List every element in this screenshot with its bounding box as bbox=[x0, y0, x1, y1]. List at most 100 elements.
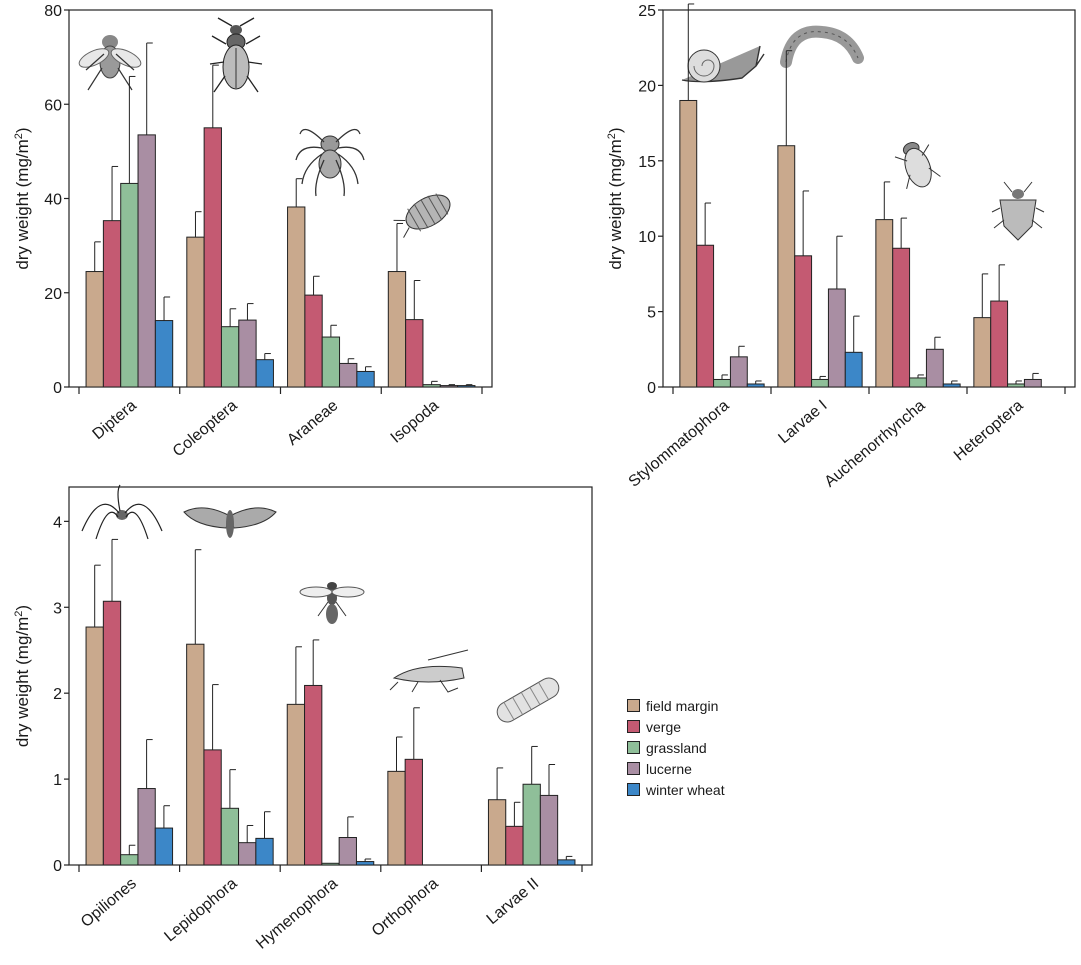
y-tick-label: 0 bbox=[53, 858, 62, 875]
y-axis-label-superscript: 2 bbox=[606, 133, 618, 139]
bar-grassland bbox=[422, 384, 441, 388]
bar-lucerne bbox=[339, 362, 358, 388]
x-category-label: Coleoptera bbox=[170, 397, 241, 460]
grasshopper-icon bbox=[389, 649, 469, 693]
x-category-label: Opiliones bbox=[78, 875, 140, 931]
bar-field-margin bbox=[387, 271, 407, 388]
x-category-label: Hymenophora bbox=[253, 875, 341, 953]
legend-item: lucerne bbox=[627, 758, 725, 779]
moth-icon bbox=[183, 507, 277, 538]
legend-label: lucerne bbox=[646, 760, 692, 777]
y-tick-label: 20 bbox=[638, 78, 656, 95]
bar-verge bbox=[505, 825, 524, 866]
y-tick-label: 20 bbox=[44, 286, 62, 303]
fly-icon bbox=[78, 35, 142, 91]
y-axis-label-close: ) bbox=[13, 605, 32, 611]
legend: field margin verge grassland lucerne winter … bbox=[627, 695, 725, 800]
y-axis-label-text: dry weight (mg/m bbox=[13, 617, 32, 747]
y-tick-label: 5 bbox=[647, 305, 656, 322]
bar-grassland bbox=[811, 378, 829, 388]
bar-grassland bbox=[321, 862, 340, 866]
y-tick-label: 15 bbox=[638, 154, 656, 171]
y-axis-label-superscript: 2 bbox=[13, 611, 25, 617]
bar-verge bbox=[102, 600, 122, 866]
bar-winter-wheat bbox=[746, 383, 765, 388]
bar-winter-wheat bbox=[356, 370, 375, 388]
legend-label: grassland bbox=[646, 739, 707, 756]
bar-winter-wheat bbox=[154, 320, 174, 388]
y-tick-label: 2 bbox=[53, 686, 62, 703]
bar-grassland bbox=[522, 783, 541, 866]
x-category-label: Larvae I bbox=[775, 397, 830, 447]
y-tick-label: 10 bbox=[638, 229, 656, 246]
bar-verge bbox=[304, 294, 323, 388]
spider-icon bbox=[295, 128, 365, 197]
bar-lucerne bbox=[238, 842, 257, 866]
y-axis-label: dry weight (mg/m2) bbox=[13, 605, 32, 747]
x-category-label: Lepidophora bbox=[161, 875, 240, 945]
bar-lucerne bbox=[827, 288, 846, 388]
y-axis-label-superscript: 2 bbox=[13, 133, 25, 139]
y-axis-label-close: ) bbox=[13, 127, 32, 133]
bar-lucerne bbox=[1023, 378, 1042, 388]
bar-field-margin bbox=[85, 626, 104, 866]
bar-grassland bbox=[1007, 383, 1025, 388]
bar-verge bbox=[404, 758, 423, 866]
bar-verge bbox=[990, 300, 1009, 388]
legend-item: grassland bbox=[627, 737, 725, 758]
bar-grassland bbox=[713, 378, 731, 388]
bar-lucerne bbox=[729, 356, 748, 388]
y-axis-label-close: ) bbox=[606, 127, 625, 133]
bar-field-margin bbox=[777, 145, 796, 388]
x-category-label: Araneae bbox=[284, 397, 341, 449]
legend-label: winter wheat bbox=[646, 781, 725, 798]
x-category-label: Diptera bbox=[90, 397, 141, 443]
bar-verge bbox=[696, 244, 715, 388]
x-category-label: Heteroptera bbox=[951, 397, 1027, 464]
illustrations bbox=[78, 17, 1045, 723]
y-tick-label: 40 bbox=[44, 192, 62, 209]
bar-grassland bbox=[220, 807, 240, 866]
wasp-icon bbox=[299, 582, 365, 624]
x-category-label: Orthophora bbox=[369, 875, 442, 940]
leafhopper-icon bbox=[894, 142, 941, 189]
bar-field-margin bbox=[287, 206, 306, 388]
bar-field-margin bbox=[387, 770, 406, 866]
bar-field-margin bbox=[875, 219, 894, 388]
bar-lucerne bbox=[439, 385, 459, 388]
caterpillar-icon bbox=[780, 25, 864, 68]
bar-lucerne bbox=[238, 319, 257, 388]
harvestman-icon bbox=[81, 484, 163, 540]
shieldbug-icon bbox=[991, 181, 1045, 241]
bar-verge bbox=[102, 220, 122, 388]
y-axis-label: dry weight (mg/m2) bbox=[606, 127, 625, 269]
bar-lucerne bbox=[338, 837, 357, 866]
legend-item: verge bbox=[627, 716, 725, 737]
bar-grassland bbox=[120, 182, 139, 388]
bar-verge bbox=[304, 684, 323, 866]
bar-lucerne bbox=[925, 348, 944, 388]
x-category-label: Auchenorrhyncha bbox=[822, 397, 929, 491]
bar-winter-wheat bbox=[557, 859, 576, 866]
legend-label: field margin bbox=[646, 697, 719, 714]
bar-grassland bbox=[220, 326, 240, 388]
y-axis-label-text: dry weight (mg/m bbox=[13, 139, 32, 269]
bar-verge bbox=[405, 319, 424, 388]
bar-lucerne bbox=[137, 134, 156, 388]
legend-swatch bbox=[627, 762, 640, 775]
y-tick-label: 60 bbox=[44, 97, 62, 114]
bar-verge bbox=[203, 749, 222, 866]
bar-lucerne bbox=[137, 788, 156, 866]
bar-lucerne bbox=[539, 794, 559, 866]
legend-item: winter wheat bbox=[627, 779, 725, 800]
bar-verge bbox=[203, 127, 222, 388]
bar-winter-wheat bbox=[844, 351, 863, 388]
y-tick-label: 80 bbox=[44, 3, 62, 20]
y-axis-label-text: dry weight (mg/m bbox=[606, 139, 625, 269]
bar-grassland bbox=[909, 377, 927, 388]
y-tick-label: 0 bbox=[53, 380, 62, 397]
larva-icon bbox=[496, 677, 560, 723]
legend-swatch bbox=[627, 783, 640, 796]
bar-winter-wheat bbox=[255, 359, 274, 388]
